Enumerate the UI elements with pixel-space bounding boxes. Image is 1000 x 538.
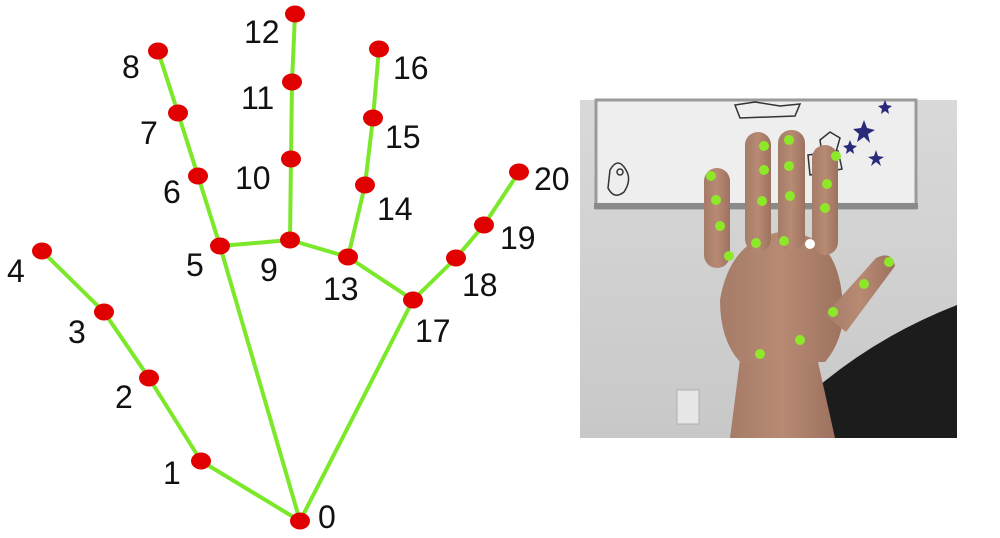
- photo-landmark-dot-13: [779, 236, 789, 246]
- landmark-label-18: 18: [462, 267, 498, 303]
- photo-landmark-dot-5: [724, 251, 734, 261]
- landmark-label-2: 2: [115, 379, 133, 415]
- landmark-point-8: [148, 42, 168, 60]
- landmark-point-10: [281, 150, 301, 168]
- photo-dark-shirt: [820, 305, 957, 438]
- bone-14-15: [363, 116, 375, 187]
- photo-landmark-dot-2: [828, 307, 838, 317]
- landmark-label-5: 5: [186, 247, 204, 283]
- landmark-label-4: 4: [7, 253, 25, 289]
- landmark-label-9: 9: [260, 252, 278, 288]
- photo-landmark-dot-17: [805, 239, 815, 249]
- landmark-point-17: [403, 291, 423, 309]
- photo-landmark-dot-4: [884, 257, 894, 267]
- landmark-label-7: 7: [140, 115, 158, 151]
- landmark-point-5: [210, 237, 230, 255]
- landmark-label-0: 0: [318, 499, 336, 535]
- photo-landmark-dot-6: [715, 221, 725, 231]
- landmark-label-17: 17: [415, 313, 451, 349]
- bone-15-16: [371, 47, 381, 120]
- landmark-point-16: [369, 40, 389, 58]
- landmark-label-11: 11: [241, 80, 274, 116]
- bone-13-17: [346, 255, 415, 302]
- bone-10-11: [289, 80, 294, 161]
- bone-0-17: [298, 298, 415, 523]
- photo-landmark-dot-1: [795, 335, 805, 345]
- photo-landmark-dot-0: [755, 349, 765, 359]
- photo-landmark-dots: [706, 135, 894, 359]
- bone-5-6: [196, 174, 222, 248]
- bone-2-3: [102, 310, 151, 380]
- landmark-point-15: [363, 109, 383, 127]
- photo-landmark-dot-7: [711, 195, 721, 205]
- landmark-label-15: 15: [385, 119, 421, 155]
- landmark-point-19: [474, 216, 494, 234]
- landmark-point-9: [280, 231, 300, 249]
- bone-9-13: [288, 238, 350, 259]
- bone-11-12: [290, 12, 297, 84]
- photo-landmark-dot-8: [706, 171, 716, 181]
- landmark-point-18: [446, 249, 466, 267]
- landmark-label-8: 8: [122, 49, 140, 85]
- photo-landmark-dot-9: [751, 238, 761, 248]
- landmark-label-14: 14: [377, 191, 413, 227]
- bone-0-1: [199, 459, 302, 523]
- photo-landmark-dot-20: [831, 151, 841, 161]
- landmark-point-20: [509, 163, 529, 181]
- hand-landmark-points: [32, 5, 529, 530]
- landmark-point-0: [290, 512, 310, 530]
- landmark-point-12: [285, 5, 305, 23]
- photo-whiteboard-doodles: [607, 101, 843, 196]
- photo-wall-outlet: [676, 389, 700, 425]
- photo-star-doodles: [843, 100, 892, 166]
- landmark-point-2: [139, 369, 159, 387]
- landmark-label-12: 12: [244, 14, 280, 50]
- landmark-label-19: 19: [500, 220, 536, 256]
- photo-landmark-dot-14: [785, 191, 795, 201]
- bone-7-8: [156, 49, 180, 115]
- photo-landmark-dot-15: [784, 161, 794, 171]
- landmark-label-3: 3: [68, 314, 86, 350]
- photo-landmark-dot-11: [759, 165, 769, 175]
- bone-0-5: [218, 244, 302, 523]
- bone-1-2: [147, 376, 203, 463]
- bone-17-18: [411, 256, 458, 302]
- photo-landmark-dot-16: [784, 135, 794, 145]
- photo-landmark-dot-10: [757, 196, 767, 206]
- landmark-point-6: [188, 167, 208, 185]
- landmark-point-7: [168, 104, 188, 122]
- landmark-label-16: 16: [393, 50, 429, 86]
- landmark-label-20: 20: [534, 161, 570, 197]
- hand-skeleton-connections: [40, 12, 521, 523]
- photo-hand: [704, 130, 895, 362]
- bone-5-9: [218, 238, 292, 248]
- photo-landmark-dot-12: [759, 141, 769, 151]
- landmark-label-13: 13: [323, 271, 359, 307]
- bone-13-14: [346, 183, 367, 259]
- landmark-point-13: [338, 248, 358, 266]
- landmark-point-11: [282, 73, 302, 91]
- landmark-label-1: 1: [163, 455, 181, 491]
- photo-arm: [730, 360, 835, 438]
- photo-landmark-dot-3: [859, 279, 869, 289]
- bone-3-4: [40, 249, 106, 314]
- landmark-label-10: 10: [235, 160, 271, 196]
- landmark-point-14: [355, 176, 375, 194]
- landmark-point-4: [32, 242, 52, 260]
- bone-6-7: [176, 111, 200, 178]
- landmark-point-1: [191, 452, 211, 470]
- bone-9-10: [288, 157, 293, 242]
- photo-landmark-dot-18: [820, 203, 830, 213]
- landmark-point-3: [94, 303, 114, 321]
- landmark-label-6: 6: [163, 174, 181, 210]
- photo-landmark-dot-19: [822, 179, 832, 189]
- bone-19-20: [482, 170, 521, 227]
- hand-photo: [580, 98, 957, 438]
